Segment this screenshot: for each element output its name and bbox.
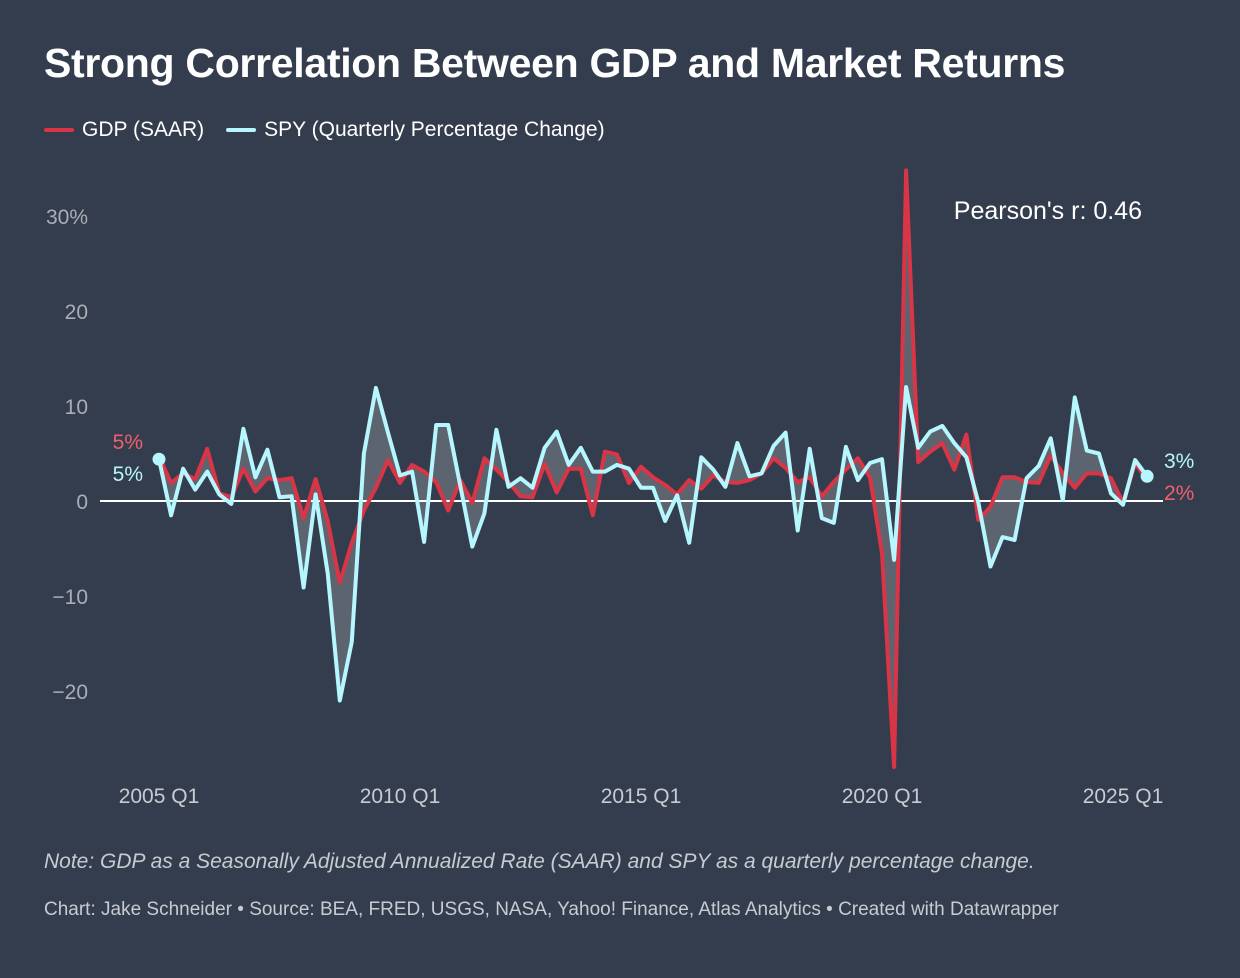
end-label-gdp: 2% [1164, 482, 1194, 505]
y-tick-label: 10 [65, 396, 88, 419]
x-tick-label: 2010 Q1 [360, 785, 441, 808]
y-tick-label: 20 [65, 301, 88, 324]
series-line-gdp [157, 168, 1149, 769]
legend-label-spy: SPY (Quarterly Percentage Change) [264, 118, 605, 141]
y-tick-label: 0 [76, 491, 88, 514]
series-line-spy [157, 385, 1149, 703]
y-tick-label: −20 [52, 681, 88, 704]
x-tick-label: 2020 Q1 [842, 785, 923, 808]
chart-credits: Chart: Jake Schneider • Source: BEA, FRE… [44, 899, 1059, 920]
legend: GDP (SAAR) SPY (Quarterly Percentage Cha… [44, 118, 605, 142]
y-tick-label: −10 [52, 586, 88, 609]
x-tick-label: 2015 Q1 [601, 785, 682, 808]
legend-item-gdp: GDP (SAAR) [44, 118, 204, 142]
fill-between-area [159, 170, 1148, 767]
legend-swatch-gdp [44, 128, 74, 132]
end-point-spy [1140, 469, 1154, 483]
start-label-gdp: 5% [113, 431, 143, 454]
x-tick-label: 2005 Q1 [119, 785, 200, 808]
legend-item-spy: SPY (Quarterly Percentage Change) [226, 118, 605, 142]
start-label-spy: 5% [113, 463, 143, 486]
chart-note: Note: GDP as a Seasonally Adjusted Annua… [44, 850, 1035, 873]
end-label-spy: 3% [1164, 450, 1194, 473]
start-point-spy [152, 452, 166, 466]
pearson-annotation: Pearson's r: 0.46 [954, 197, 1142, 225]
legend-label-gdp: GDP (SAAR) [82, 118, 205, 141]
legend-swatch-spy [226, 128, 257, 132]
chart-title: Strong Correlation Between GDP and Marke… [44, 40, 1066, 86]
y-tick-label: 30% [46, 206, 88, 229]
x-tick-label: 2025 Q1 [1083, 785, 1164, 808]
